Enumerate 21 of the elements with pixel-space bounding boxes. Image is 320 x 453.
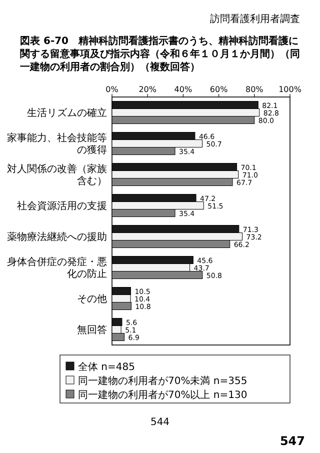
y-tick-label: 社会資源活用の支援 bbox=[17, 200, 107, 212]
x-tick-label: 40% bbox=[174, 85, 192, 94]
x-tick-label: 80% bbox=[246, 85, 264, 94]
y-tick-label: 無回答 bbox=[77, 324, 107, 336]
x-tick-label: 100% bbox=[278, 85, 302, 94]
legend-label: 同一建物の利用者が70%以上 n=130 bbox=[78, 389, 248, 401]
x-tick-label: 20% bbox=[138, 85, 157, 94]
y-tick-label: 薬物療法継続への援助 bbox=[7, 231, 107, 243]
y-tick-label: 家事能力、社会技能等の獲得 bbox=[7, 132, 107, 156]
text: 547 bbox=[280, 434, 305, 448]
x-tick-label: 60% bbox=[210, 85, 228, 94]
y-tick-label: その他 bbox=[77, 293, 107, 305]
text: 訪問看護利用者調査 bbox=[210, 13, 300, 25]
x-tick-label: 0% bbox=[106, 85, 119, 94]
legend-label: 同一建物の利用者が70%未満 n=355 bbox=[78, 375, 248, 387]
y-tick-label: 対人関係の改善（家族含む） bbox=[7, 163, 107, 187]
y-tick-label: 生活リズムの確立 bbox=[27, 107, 107, 119]
legend-label: 全体 n=485 bbox=[78, 361, 135, 373]
y-tick-label: 身体合併症の発症・悪化の防止 bbox=[7, 256, 107, 280]
text: 544 bbox=[150, 417, 170, 428]
title: 図表 6-70 精神科訪問看護指示書のうち、精神科訪問看護に関する留意事項及び指示内容（令和６年１０月１か月間）（同一建物の利用者の割合別）（複数回答） bbox=[20, 36, 300, 73]
